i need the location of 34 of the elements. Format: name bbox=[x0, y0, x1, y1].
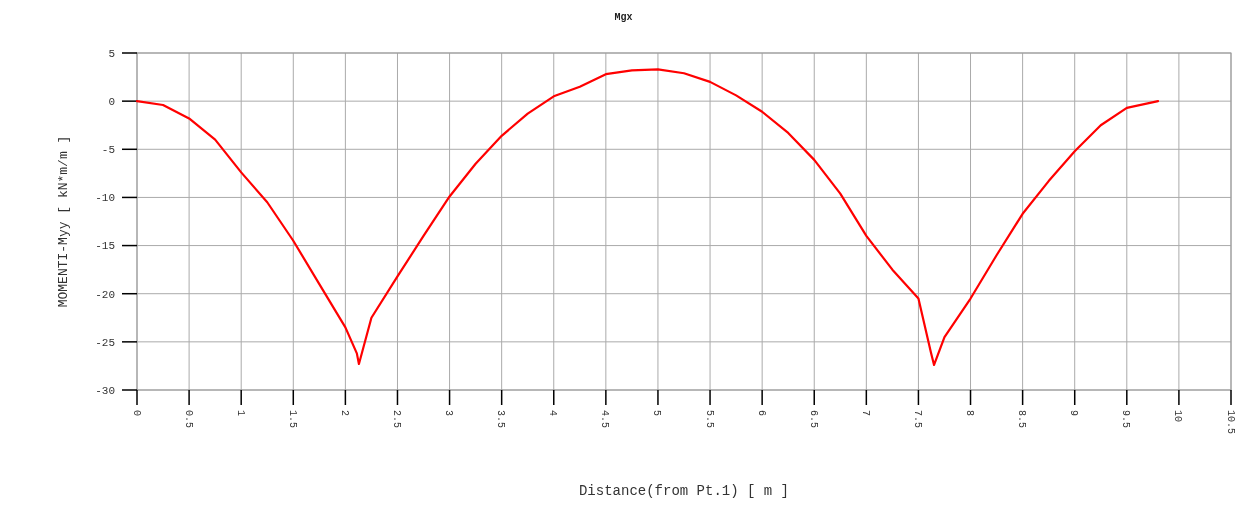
x-tick-label: 3 bbox=[443, 410, 455, 417]
x-tick-label: 3.5 bbox=[495, 410, 507, 429]
y-tick-label: -30 bbox=[95, 384, 115, 397]
y-tick-label: -20 bbox=[95, 288, 115, 301]
y-tick-label: -10 bbox=[95, 192, 115, 205]
x-tick-label: 10 bbox=[1172, 410, 1184, 423]
x-tick-label: 2.5 bbox=[390, 410, 402, 429]
y-tick-label: -25 bbox=[95, 336, 115, 349]
y-tick-label: 0 bbox=[108, 95, 115, 108]
y-tick-label: -5 bbox=[101, 144, 115, 157]
x-tick-label: 4.5 bbox=[599, 410, 611, 429]
line-series bbox=[135, 68, 1160, 367]
x-tick-label: 6.5 bbox=[807, 410, 819, 429]
x-tick-label: 7 bbox=[859, 410, 871, 417]
y-axis-title: MOMENTI-Myy [ kN*m/m ] bbox=[56, 135, 71, 308]
x-tick-label: 0.5 bbox=[182, 410, 194, 429]
x-tick-label: 4 bbox=[547, 410, 559, 417]
x-tick-label: 5.5 bbox=[703, 410, 715, 429]
x-tick-label: 1 bbox=[234, 410, 246, 417]
x-tick-label: 2 bbox=[338, 410, 350, 417]
x-tick-label: 7.5 bbox=[911, 410, 923, 429]
x-tick-label: 8.5 bbox=[1016, 410, 1028, 429]
x-axis-title: Distance(from Pt.1) [ m ] bbox=[578, 483, 790, 499]
x-tick-label: 1.5 bbox=[286, 410, 298, 429]
x-tick-label: 5 bbox=[651, 410, 663, 417]
x-tick-label: 9 bbox=[1068, 410, 1080, 417]
chart-title: Mgx bbox=[614, 12, 633, 23]
x-tick-label: 0 bbox=[130, 410, 142, 417]
x-tick-label: 9.5 bbox=[1120, 410, 1132, 429]
x-tick-label: 8 bbox=[964, 410, 976, 417]
x-tick-label: 10.5 bbox=[1224, 410, 1236, 435]
x-tick-label: 6 bbox=[755, 410, 767, 417]
y-tick-label: 5 bbox=[108, 47, 115, 60]
y-tick-label: -15 bbox=[95, 240, 115, 253]
